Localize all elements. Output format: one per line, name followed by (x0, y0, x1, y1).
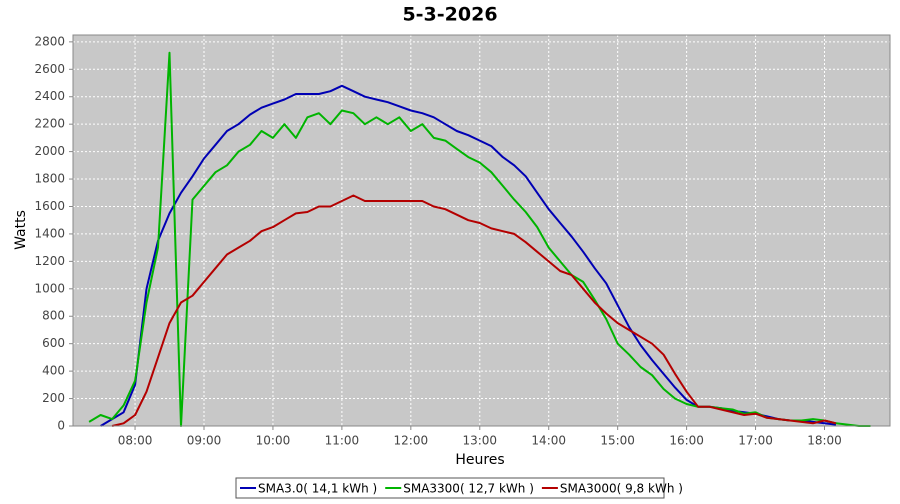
x-tick-label: 10:00 (256, 434, 291, 448)
series-line (88, 51, 871, 427)
legend-label: SMA3300( 12,7 kWh ) (403, 482, 534, 496)
y-tick-label: 1200 (34, 254, 65, 268)
y-tick-label: 2000 (34, 144, 65, 158)
y-tick-label: 600 (42, 336, 65, 350)
x-tick-label: 09:00 (187, 434, 222, 448)
x-tick-label: 12:00 (394, 434, 429, 448)
plot-border (72, 34, 891, 427)
chart-title: 5-3-2026 (402, 4, 497, 26)
x-tick-label: 13:00 (462, 434, 497, 448)
y-tick-label: 2800 (34, 34, 65, 48)
y-tick-label: 1800 (34, 172, 65, 186)
plot-area (72, 34, 891, 427)
legend-label: SMA3.0( 14,1 kWh ) (258, 482, 377, 496)
x-tick-label: 14:00 (531, 434, 566, 448)
y-tick-label: 2400 (34, 89, 65, 103)
y-tick-label: 1000 (34, 281, 65, 295)
x-tick-label: 08:00 (118, 434, 153, 448)
y-tick-label: 2200 (34, 117, 65, 131)
y-tick-label: 1400 (34, 226, 65, 240)
y-axis-label: Watts (13, 210, 29, 250)
x-tick-label: 17:00 (738, 434, 773, 448)
y-tick-label: 2600 (34, 62, 65, 76)
series-line (111, 194, 837, 427)
legend (235, 477, 665, 499)
x-tick-label: 16:00 (669, 434, 704, 448)
y-tick-label: 200 (42, 391, 65, 405)
x-tick-label: 11:00 (325, 434, 360, 448)
x-axis-label: Heures (455, 452, 504, 468)
y-tick-label: 800 (42, 309, 65, 323)
x-tick-label: 15:00 (600, 434, 635, 448)
y-tick-label: 400 (42, 364, 65, 378)
legend-label: SMA3000( 9,8 kWh ) (560, 482, 683, 496)
y-tick-label: 1600 (34, 199, 65, 213)
x-tick-label: 18:00 (807, 434, 842, 448)
y-tick-label: 0 (57, 419, 65, 433)
